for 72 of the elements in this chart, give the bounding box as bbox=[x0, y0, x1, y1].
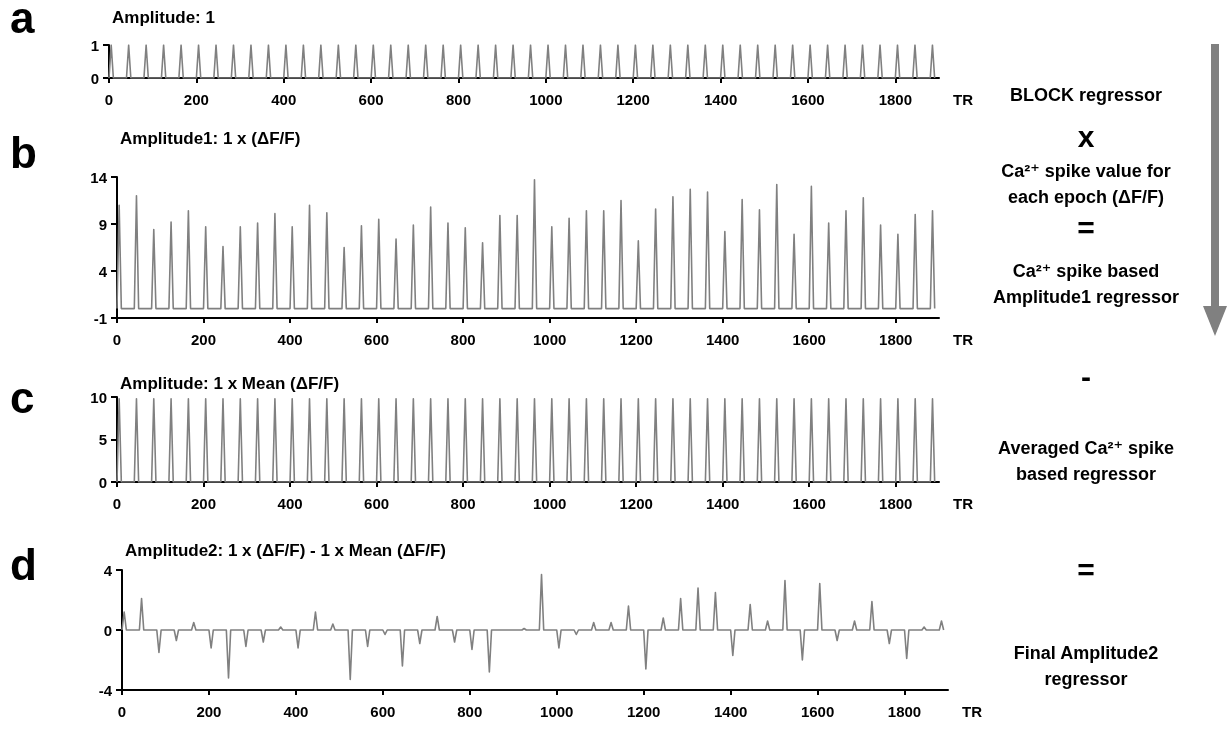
text: Final Amplitude2 regressor bbox=[1012, 642, 1160, 691]
text: Averaged Ca²⁺ spike based regressor bbox=[997, 437, 1175, 486]
y-tick-label: -1 bbox=[93, 309, 107, 327]
y-tick-label: 0 bbox=[98, 473, 107, 491]
x-tick-label: 400 bbox=[283, 703, 309, 720]
x-tick-label: 200 bbox=[196, 703, 222, 720]
x-axis-title: TR bbox=[953, 331, 974, 348]
line-series bbox=[121, 573, 945, 681]
x-tick-label: 600 bbox=[370, 703, 396, 720]
x-tick-label: 200 bbox=[183, 91, 209, 108]
x-tick-label: 200 bbox=[191, 331, 217, 348]
x-tick-label: 1400 bbox=[706, 331, 740, 348]
text: = bbox=[1076, 211, 1096, 244]
x-tick-label: 1400 bbox=[703, 91, 738, 108]
x-tick-label: 1800 bbox=[878, 91, 912, 108]
line-series bbox=[116, 179, 936, 310]
y-tick-label: 10 bbox=[90, 388, 107, 406]
text: BLOCK regressor bbox=[1008, 84, 1163, 107]
x-tick-label: 1200 bbox=[619, 495, 653, 512]
x-tick-label: 1600 bbox=[791, 91, 825, 108]
text: = bbox=[1076, 553, 1096, 586]
x-tick-label: 1800 bbox=[879, 331, 913, 348]
x-tick-label: 1200 bbox=[627, 703, 661, 720]
y-tick-label: 9 bbox=[98, 215, 107, 233]
text: a bbox=[10, 0, 35, 42]
x-tick-label: 1600 bbox=[792, 495, 826, 512]
text: Ca²⁺ spike value for each epoch (ΔF/F) bbox=[1000, 160, 1172, 209]
x-tick-label: 1200 bbox=[619, 331, 653, 348]
y-tick-label: 0 bbox=[103, 621, 112, 639]
x-axis-title: TR bbox=[953, 91, 974, 108]
y-tick-label: 4 bbox=[98, 262, 108, 280]
x-tick-label: 800 bbox=[450, 495, 476, 512]
text: Ca²⁺ spike based Amplitude1 regressor bbox=[991, 260, 1181, 309]
x-tick-label: 400 bbox=[277, 331, 303, 348]
x-tick-label: 1200 bbox=[616, 91, 650, 108]
x-tick-label: 800 bbox=[445, 91, 471, 108]
x-axis-title: TR bbox=[962, 703, 983, 720]
x-tick-label: 600 bbox=[364, 495, 390, 512]
x-tick-label: 1600 bbox=[792, 331, 826, 348]
y-tick-label: 0 bbox=[90, 69, 99, 87]
x-tick-label: 0 bbox=[117, 703, 127, 720]
x-tick-label: 1000 bbox=[532, 495, 567, 512]
x-tick-label: 600 bbox=[358, 91, 384, 108]
x-tick-label: 1400 bbox=[713, 703, 748, 720]
x-tick-label: 400 bbox=[277, 495, 303, 512]
x-tick-label: 600 bbox=[364, 331, 390, 348]
x-tick-label: 200 bbox=[191, 495, 217, 512]
chart-title: Amplitude: 1 x Mean (ΔF/F) bbox=[120, 374, 340, 393]
text: b bbox=[10, 128, 37, 177]
x-tick-label: 1000 bbox=[529, 91, 563, 108]
x-tick-label: 800 bbox=[450, 331, 476, 348]
chart-title: Amplitude2: 1 x (ΔF/F) - 1 x Mean (ΔF/F) bbox=[125, 541, 447, 560]
y-tick-label: -4 bbox=[98, 681, 113, 699]
x-tick-label: 1600 bbox=[800, 703, 835, 720]
text: d bbox=[10, 540, 37, 589]
y-tick-label: 1 bbox=[90, 36, 99, 54]
y-tick-label: 5 bbox=[98, 431, 107, 448]
text: x bbox=[1076, 120, 1096, 153]
x-tick-label: 1000 bbox=[532, 331, 567, 348]
chart-title: Amplitude: 1 bbox=[112, 8, 215, 27]
text: - bbox=[1080, 360, 1092, 393]
x-tick-label: 1800 bbox=[879, 495, 913, 512]
y-tick-label: 14 bbox=[90, 168, 108, 186]
x-tick-label: 400 bbox=[271, 91, 297, 108]
chart-title: Amplitude1: 1 x (ΔF/F) bbox=[120, 129, 301, 148]
x-tick-label: 1400 bbox=[706, 495, 740, 512]
x-tick-label: 1800 bbox=[887, 703, 922, 720]
x-axis-title: TR bbox=[953, 495, 974, 512]
text: c bbox=[10, 373, 35, 422]
x-tick-label: 1000 bbox=[540, 703, 574, 720]
y-tick-label: 4 bbox=[103, 561, 113, 579]
x-tick-label: 800 bbox=[457, 703, 483, 720]
